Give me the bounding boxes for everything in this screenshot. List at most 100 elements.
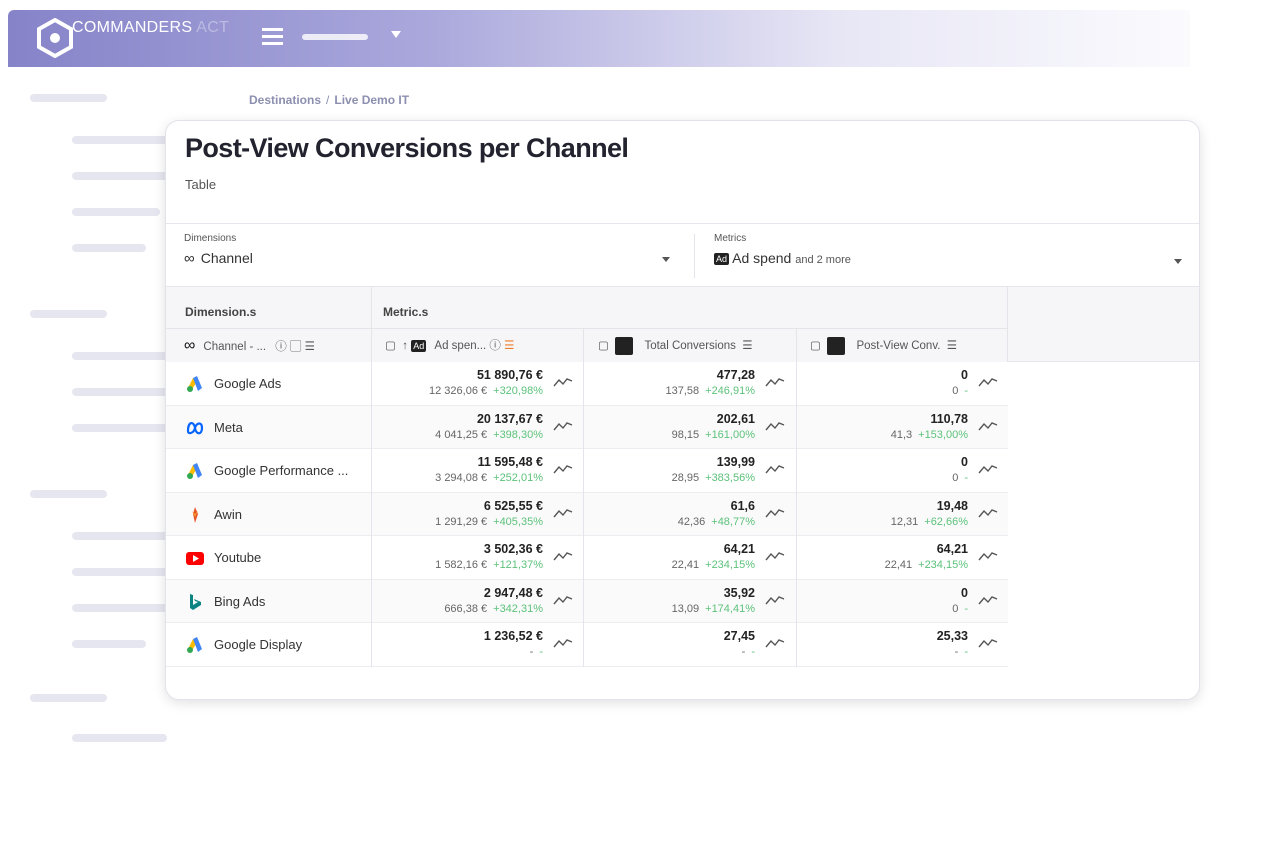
metric-value: 19,48 [936,498,968,513]
table-row[interactable]: Google Ads 51 890,76 € 12 326,06 € +320,98%… [166,362,1008,406]
previous-value: 12,31 [890,515,919,528]
previous-value: 137,58 [665,385,700,397]
group-header: Metric.s [383,305,429,319]
column-separator [583,623,584,667]
metric-badge: Ad [714,253,730,266]
trend-button[interactable] [978,550,998,562]
column-title: Ad spen... [434,340,487,352]
metric-comparison: 42,36 +48,77% [595,516,755,528]
trend-button[interactable] [765,594,785,606]
trend-button[interactable] [765,550,785,562]
column-separator [796,362,797,406]
table-row[interactable]: Bing Ads 2 947,48 € 666,38 € +342,31% 35,92 1… [166,579,1008,623]
column-header[interactable]: ∞ Channel - ... ⓘ ▢ ☰ [184,337,315,354]
column-separator [583,536,584,580]
trend-button[interactable] [978,420,998,432]
menu-controls[interactable] [262,28,412,48]
trend-button[interactable] [978,637,998,649]
metric-value: 64,21 [723,542,755,556]
previous-value: 0 [952,385,959,397]
column-separator [371,362,372,406]
trend-button[interactable] [553,637,573,649]
channel-name: Google Performance ... [214,463,349,478]
change-percent: - [751,646,755,658]
metric-comparison: 98,15 +161,00% [595,429,755,441]
channel-icon [186,421,204,434]
metric-value: 0 [961,368,968,382]
column-separator [583,362,584,406]
metrics-value: Ad Ad spend and 2 more [714,250,851,266]
channel-name: Meta [214,419,243,435]
previous-value: 3 294,08 € [435,472,488,484]
column-separator [583,449,584,493]
change-percent: - [539,646,543,658]
table-row[interactable]: Google Display 1 236,52 € - -27,45- -25,33- - [166,623,1008,667]
column-separator [371,449,372,493]
column-title: Channel - ... [203,341,267,353]
trend-button[interactable] [765,637,785,649]
column-header[interactable]: ▢ Total Conversions ☰ [598,337,753,355]
dimension-select[interactable]: Dimensions ∞ Channel [184,224,692,286]
trend-button[interactable] [553,507,573,519]
column-separator [796,449,797,493]
breadcrumb-link[interactable]: Destinations [249,93,322,107]
trend-button[interactable] [978,507,998,519]
previous-value: 666,38 € [444,602,488,615]
channel-name: Bing Ads [214,593,266,609]
change-percent: +252,01% [493,472,543,484]
metric-comparison: -- [595,646,755,658]
metric-text: Ad spend [732,250,792,266]
change-percent: +121,37% [493,559,543,571]
column-title: Total Conversions [644,340,736,353]
trend-button[interactable] [978,376,998,388]
column-header[interactable]: ▢ ↑ Ad Ad spen... ⓘ ☰ [385,339,515,352]
previous-value: - [529,646,534,658]
dimension-value: ∞ Channel [184,250,253,267]
previous-value: 41,3 [890,428,913,441]
metric-value: 2 947,48 € [483,585,543,600]
trend-button[interactable] [553,463,573,475]
column-header[interactable]: ▢ Post-View Conv. ☰ [810,337,957,355]
change-percent: +320,98% [493,385,543,397]
metric-comparison: 13,09 +174,41% [595,603,755,615]
trend-button[interactable] [553,376,573,388]
trend-button[interactable] [978,463,998,475]
previous-value: 98,15 [671,428,700,441]
trend-button[interactable] [978,594,998,606]
change-percent: +48,77% [711,515,755,528]
channel-icon [187,637,202,653]
previous-value: 0 [952,602,959,615]
metric-value: 35,92 [723,585,755,600]
trend-button[interactable] [765,507,785,519]
table-row[interactable]: Google Performance ... 11 595,48 € 3 294,0… [166,449,1008,493]
trend-button[interactable] [765,463,785,475]
breadcrumb-separator: / [326,93,330,107]
change-percent: - [964,385,968,397]
channel-name: Google Display [214,637,303,652]
table-row[interactable]: Meta 20 137,67 € 4 041,25 € +398,30% 202,61 9… [166,405,1008,449]
metrics-select[interactable]: Metrics Ad Ad spend and 2 more [714,224,1189,286]
trend-button[interactable] [553,594,573,606]
metric-comparison: 12 326,06 € +320,98% [383,385,543,397]
column-separator [371,579,372,623]
metric-comparison: 0- [808,385,968,397]
channel-name: Awin [214,506,242,522]
channel-name: Google Ads [214,376,282,391]
dimension-label: Dimensions [184,233,237,244]
metric-more: and 2 more [795,254,851,266]
channel-name: Youtube [214,550,262,565]
column-separator [796,405,797,449]
table-row[interactable]: Youtube 3 502,36 € 1 582,16 € +121,37% 64,21… [166,536,1008,580]
previous-value: 4 041,25 € [435,428,488,441]
trend-button[interactable] [765,376,785,388]
trend-button[interactable] [765,420,785,432]
card-subtitle: Table [185,177,217,192]
trend-button[interactable] [553,550,573,562]
metric-value: 11 595,48 € [477,455,543,469]
trend-button[interactable] [553,420,573,432]
table-row[interactable]: Awin 6 525,55 € 1 291,29 € +405,35% 61,6 42,3… [166,492,1008,536]
previous-value: 0 [952,472,959,484]
change-percent: +405,35% [493,515,543,528]
